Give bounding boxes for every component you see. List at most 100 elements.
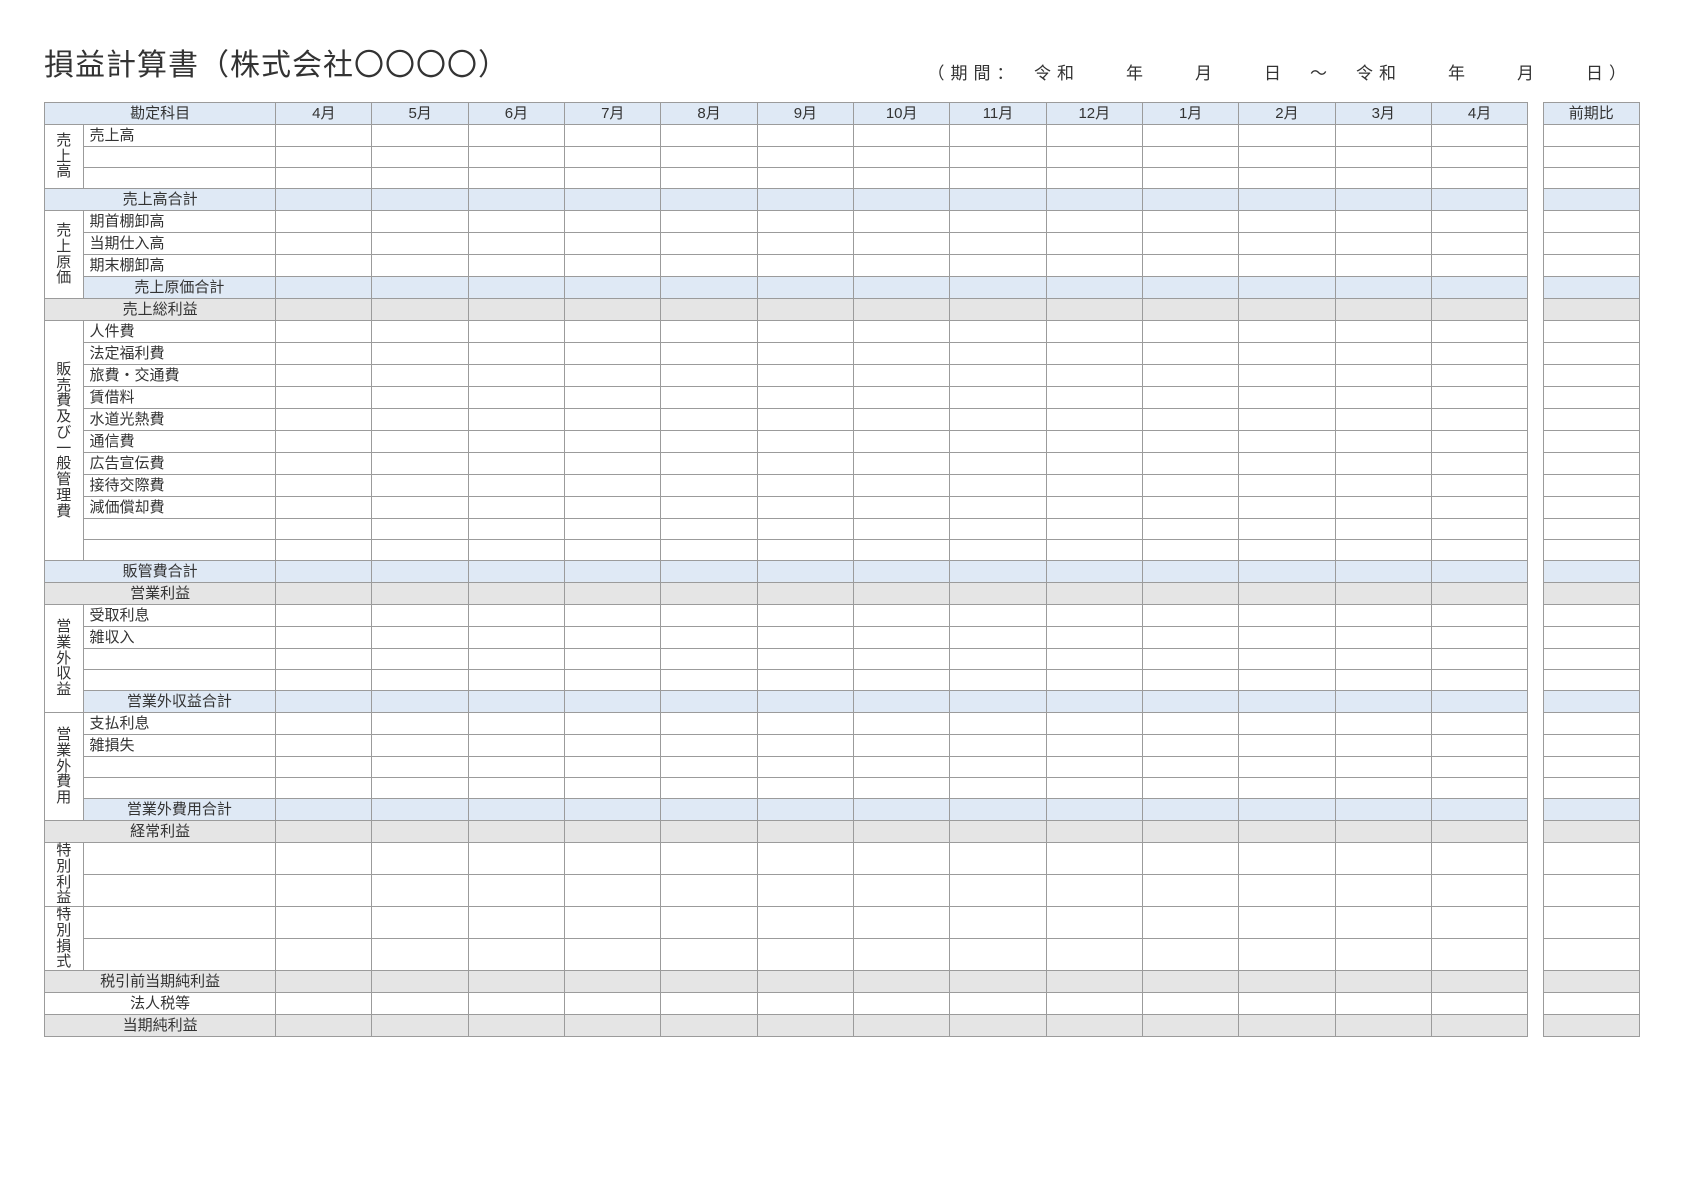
data-cell [468,843,564,875]
data-cell [661,233,757,255]
col-month: 4月 [1431,103,1527,125]
data-cell [1335,453,1431,475]
data-cell [1335,168,1431,189]
data-cell [757,605,853,627]
data-cell [565,843,661,875]
data-cell [1046,255,1142,277]
data-cell [854,971,950,993]
row-label: 接待交際費 [83,475,276,497]
data-cell [661,875,757,907]
row-label: 経常利益 [45,821,276,843]
data-cell [950,147,1046,168]
data-cell [1335,189,1431,211]
data-cell [468,365,564,387]
data-cell [565,971,661,993]
gap [1528,799,1543,821]
data-cell [565,875,661,907]
data-cell [372,233,468,255]
data-cell [372,907,468,939]
data-cell [854,993,950,1015]
data-cell [1239,843,1335,875]
data-cell [1142,497,1238,519]
data-cell [757,561,853,583]
data-cell [1046,821,1142,843]
data-cell [1543,757,1639,778]
gap [1528,778,1543,799]
data-cell [372,453,468,475]
data-cell [1431,255,1527,277]
data-cell [661,993,757,1015]
data-cell [757,189,853,211]
data-cell [854,211,950,233]
data-cell [468,453,564,475]
data-cell [565,821,661,843]
data-cell [1335,409,1431,431]
data-cell [1046,713,1142,735]
data-cell [757,497,853,519]
data-cell [1239,649,1335,670]
data-cell [276,409,372,431]
data-cell [565,691,661,713]
data-cell [950,540,1046,561]
data-cell [372,939,468,971]
data-cell [661,277,757,299]
data-cell [950,843,1046,875]
data-cell [1335,540,1431,561]
data-cell [468,1015,564,1037]
gap [1528,875,1543,907]
item-row [45,778,1640,799]
row-label [83,168,276,189]
data-cell [468,409,564,431]
row-label: 賃借料 [83,387,276,409]
data-cell [757,971,853,993]
data-cell [276,211,372,233]
data-cell [1239,255,1335,277]
data-cell [1142,255,1238,277]
data-cell [565,907,661,939]
data-cell [372,649,468,670]
total-row: 税引前当期純利益 [45,971,1640,993]
data-cell [854,168,950,189]
data-cell [468,627,564,649]
data-cell [565,125,661,147]
gap [1528,125,1543,147]
data-cell [468,875,564,907]
col-compare: 前期比 [1543,103,1639,125]
data-cell [1142,365,1238,387]
data-cell [1431,497,1527,519]
gap [1528,605,1543,627]
gap [1528,431,1543,453]
data-cell [757,993,853,1015]
row-label [83,540,276,561]
data-cell [1431,409,1527,431]
data-cell [854,321,950,343]
data-cell [1335,1015,1431,1037]
data-cell [468,387,564,409]
item-row [45,147,1640,168]
data-cell [854,627,950,649]
data-cell [276,255,372,277]
data-cell [372,147,468,168]
data-cell [661,691,757,713]
section-side-label: 販売費及び一般管理費 [45,321,84,561]
data-cell [1543,821,1639,843]
data-cell [1335,497,1431,519]
data-cell [1431,343,1527,365]
data-cell [757,475,853,497]
data-cell [1046,431,1142,453]
data-cell [1239,233,1335,255]
data-cell [661,189,757,211]
data-cell [1335,475,1431,497]
data-cell [1046,691,1142,713]
data-cell [757,168,853,189]
data-cell [950,799,1046,821]
row-label: 旅費・交通費 [83,365,276,387]
item-row: 広告宣伝費 [45,453,1640,475]
data-cell [276,233,372,255]
data-cell [565,321,661,343]
data-cell [757,365,853,387]
data-cell [661,147,757,168]
data-cell [468,799,564,821]
data-cell [1431,939,1527,971]
data-cell [854,583,950,605]
